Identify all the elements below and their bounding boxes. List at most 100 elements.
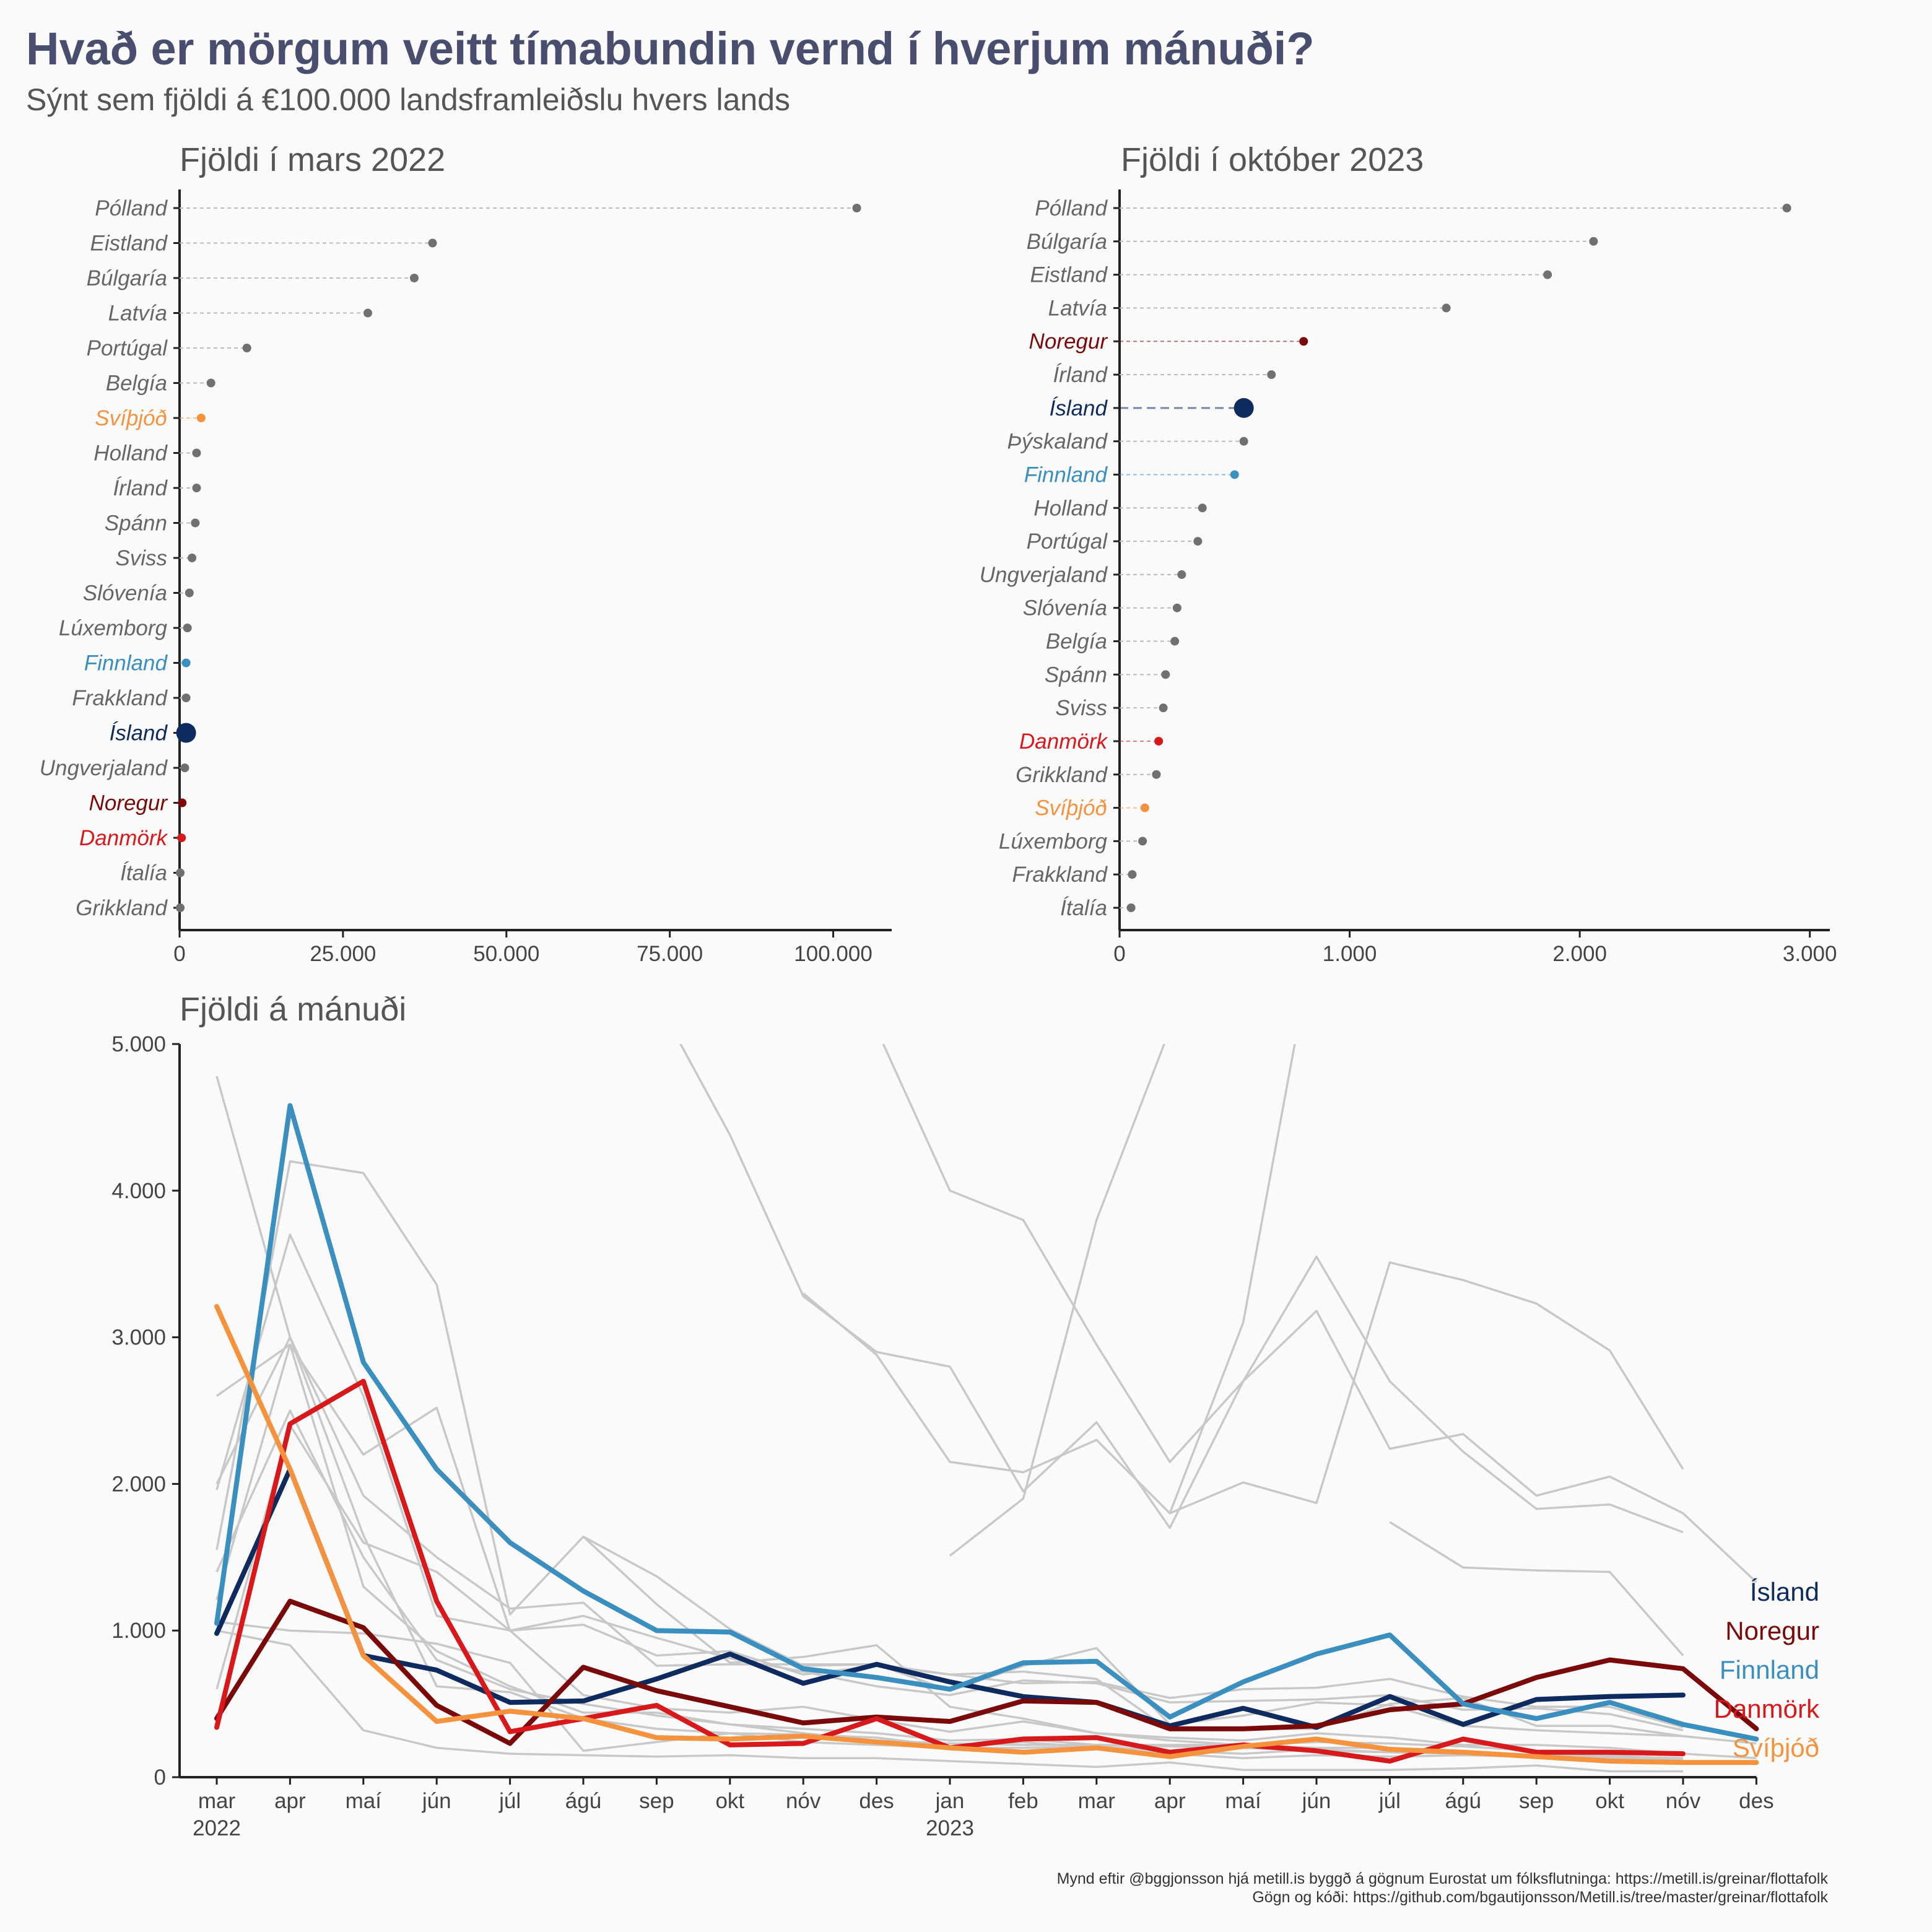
- category-label-belgia: Belgía: [106, 372, 167, 396]
- x-tick-label: 25.000: [310, 942, 376, 966]
- background-country-line: [1169, 1261, 1684, 1515]
- category-label-svithjod: Svíþjóð: [95, 406, 167, 430]
- category-label-holland: Holland: [1033, 496, 1108, 520]
- category-label-holland: Holland: [94, 442, 168, 466]
- series-label-danmork: Danmörk: [1714, 1694, 1820, 1723]
- y-tick-label: 0: [154, 1765, 166, 1790]
- dot-polland: [852, 204, 861, 212]
- dot-svithjod: [196, 414, 206, 422]
- category-label-island: Ísland: [1050, 396, 1108, 420]
- dot-island: [176, 723, 196, 743]
- dot-portugal: [242, 344, 251, 352]
- dot-svithjod: [1140, 803, 1149, 812]
- x-tick-label: 1.000: [1323, 942, 1377, 966]
- y-tick-label: 5.000: [111, 1032, 166, 1056]
- series-label-svithjod: Svíþjóð: [1733, 1733, 1819, 1762]
- y-tick-label: 1.000: [111, 1619, 166, 1643]
- chart-title: Hvað er mörgum veitt tímabundin vernd í …: [26, 23, 1315, 74]
- series-line-noregur: [214, 1598, 1759, 1746]
- x-tick-label: apr: [1154, 1789, 1186, 1813]
- series-line-island: [214, 1466, 1686, 1730]
- background-country-line: [1389, 1521, 1684, 1656]
- dot-portugal: [1193, 537, 1203, 546]
- category-label-ungverjaland: Ungverjaland: [40, 756, 168, 780]
- series-label-finnland: Finnland: [1720, 1655, 1819, 1684]
- category-label-danmork: Danmörk: [79, 826, 168, 850]
- category-label-spann: Spánn: [105, 511, 167, 536]
- x-tick-label: júl: [498, 1789, 521, 1813]
- dot-eistland: [428, 238, 437, 248]
- x-tick-label: sep: [1519, 1789, 1554, 1813]
- category-label-italia: Ítalía: [1060, 896, 1107, 920]
- x-tick-label: des: [1739, 1789, 1773, 1813]
- series-line-svithjod: [214, 1303, 1759, 1765]
- category-label-finnland: Finnland: [84, 651, 168, 676]
- category-label-latvia: Latvía: [1048, 296, 1107, 320]
- x-tick-label: maí: [346, 1789, 382, 1813]
- category-label-italia: Ítalía: [120, 861, 167, 886]
- category-label-eistland: Eistland: [1030, 263, 1108, 287]
- dot-frakkland: [181, 694, 191, 702]
- category-label-belgia: Belgía: [1046, 630, 1107, 654]
- plot-area: [214, 1044, 1759, 1773]
- dot-luxemborg: [1138, 837, 1147, 846]
- chart-subtitle: Sýnt sem fjöldi á €100.000 landsframleið…: [26, 82, 791, 117]
- background-country-line: [216, 1629, 1683, 1773]
- dot-ungverjaland: [1177, 570, 1186, 579]
- dot-panel-march-2022: 0 25.000 50.000 75.000 100.000 Pólland Eistlan…: [40, 189, 892, 966]
- dot-sviss: [1159, 703, 1168, 713]
- background-country-line: [882, 1044, 1684, 1534]
- line-panel-monthly: 0 1.000 2.000 3.000 4.000 5.000 mar apr maí jún jú…: [111, 1032, 1820, 1840]
- x-tick-label: nóv: [786, 1789, 821, 1813]
- dot-latvia: [363, 308, 372, 318]
- dot-belgia: [206, 378, 215, 388]
- series-label-noregur: Noregur: [1725, 1616, 1819, 1645]
- dot-danmork: [177, 833, 186, 842]
- category-label-sviss: Sviss: [1055, 696, 1107, 720]
- category-label-frakkland: Frakkland: [72, 686, 168, 710]
- category-label-danmork: Danmörk: [1019, 729, 1108, 754]
- category-label-sviss: Sviss: [115, 546, 167, 570]
- dot-polland: [1782, 204, 1791, 212]
- x-tick-label: mar: [1078, 1789, 1116, 1813]
- background-country-line: [215, 1234, 1684, 1731]
- category-label-slovenia: Slóvenía: [83, 581, 167, 606]
- y-tick-label: 4.000: [111, 1179, 166, 1203]
- dot-panel-october-2023: 0 1.000 2.000 3.000 Pólland Búlgaría Eistland L…: [980, 189, 1837, 966]
- x-year-label: 2023: [926, 1816, 974, 1840]
- dot-finnland: [181, 658, 191, 668]
- x-tick-label: 2.000: [1552, 942, 1607, 966]
- dot-grikkland: [176, 903, 185, 912]
- y-tick-label: 3.000: [111, 1326, 166, 1350]
- x-tick-label: okt: [1595, 1789, 1624, 1813]
- dot-bulgaria: [1589, 237, 1598, 246]
- x-tick-label: okt: [715, 1789, 744, 1813]
- dot-thyskaland: [1239, 437, 1248, 446]
- x-tick-label: jún: [1302, 1789, 1331, 1813]
- x-year-label: 2022: [193, 1816, 241, 1840]
- dot-noregur: [1299, 337, 1308, 346]
- y-tick-label: 2.000: [111, 1472, 166, 1496]
- x-tick-label: mar: [198, 1789, 236, 1813]
- x-tick-label: maí: [1225, 1789, 1261, 1813]
- category-label-frakkland: Frakkland: [1012, 863, 1108, 887]
- background-country-line: [803, 1044, 1296, 1515]
- x-tick-label: sep: [639, 1789, 674, 1813]
- x-tick-label: jan: [935, 1789, 965, 1813]
- category-label-portugal: Portúgal: [1027, 529, 1108, 554]
- dot-italia: [176, 868, 185, 877]
- dot-slovenia: [185, 588, 194, 598]
- credit-line-1: Mynd eftir @bggjonsson hjá metill.is byg…: [1057, 1870, 1829, 1887]
- dot-eistland: [1543, 270, 1552, 279]
- x-tick-label: júl: [1378, 1789, 1401, 1813]
- x-tick-label: des: [859, 1789, 894, 1813]
- category-label-island: Ísland: [110, 721, 168, 746]
- x-tick-label: apr: [274, 1789, 306, 1813]
- category-label-luxemborg: Lúxemborg: [59, 616, 168, 640]
- background-country-line: [215, 1343, 1684, 1729]
- category-label-thyskaland: Þýskaland: [1007, 430, 1108, 454]
- category-label-grikkland: Grikkland: [76, 896, 168, 920]
- x-tick-label: 0: [1113, 942, 1125, 966]
- category-label-grikkland: Grikkland: [1016, 763, 1108, 787]
- background-country-line: [215, 1076, 1684, 1738]
